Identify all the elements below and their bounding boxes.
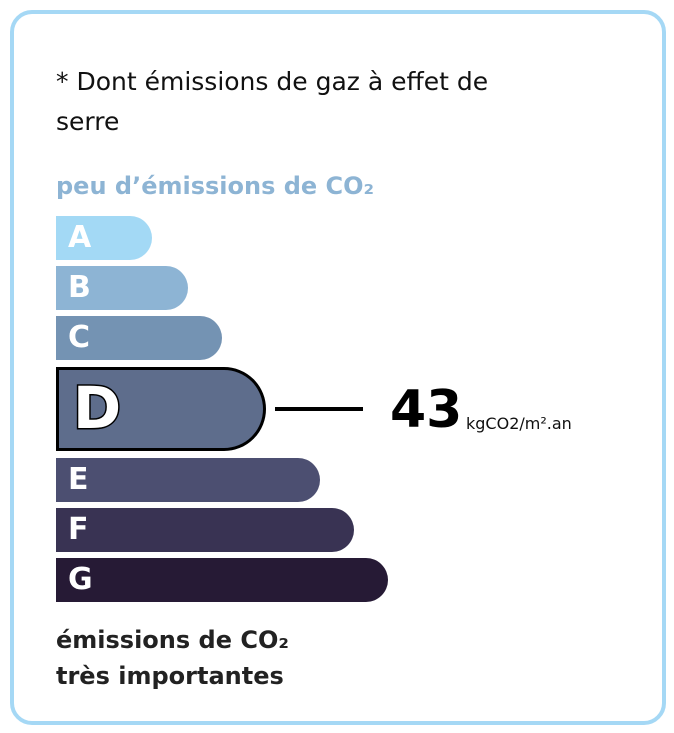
class-bar-e: E	[56, 458, 320, 502]
emission-value: 43	[390, 380, 463, 440]
class-bar-c: C	[56, 316, 222, 360]
class-bar-g: G	[56, 558, 388, 602]
low-emissions-label: peu d’émissions de CO₂	[56, 172, 375, 200]
class-letter: C	[68, 320, 91, 355]
emission-unit: kgCO2/m².an	[466, 414, 572, 433]
class-letter: F	[68, 512, 89, 547]
class-bar-f: F	[56, 508, 354, 552]
class-bar-a: A	[56, 216, 152, 260]
class-letter: E	[68, 462, 89, 497]
footnote: * Dont émissions de gaz à effet de serre	[56, 67, 489, 136]
class-bar-b: B	[56, 266, 188, 310]
class-letter: D	[71, 373, 122, 444]
class-letter: A	[68, 220, 92, 255]
high-emissions-line-2: très importantes	[56, 662, 284, 690]
class-bar-d-active: D	[56, 367, 266, 451]
card-frame	[10, 10, 666, 725]
class-letter: B	[68, 270, 91, 305]
high-emissions-label: émissions de CO₂ très importantes	[56, 622, 289, 694]
high-emissions-line-1: émissions de CO₂	[56, 626, 289, 654]
class-letter: G	[68, 562, 93, 597]
pointer-line	[275, 407, 363, 411]
